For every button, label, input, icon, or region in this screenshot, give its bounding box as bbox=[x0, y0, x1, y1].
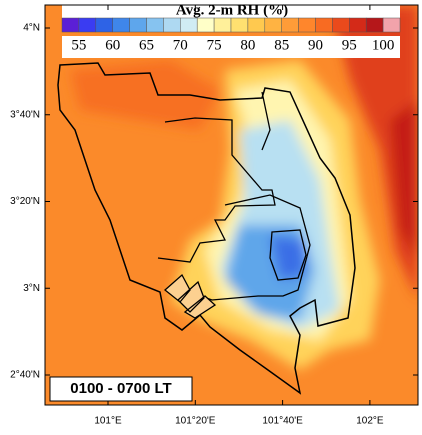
colorbar-tick-label: 100 bbox=[372, 37, 395, 53]
colorbar-tick-label: 70 bbox=[173, 37, 188, 53]
colorbar-title: Avg. 2-m RH (%) bbox=[176, 2, 288, 18]
colorbar-tick-label: 80 bbox=[240, 37, 255, 53]
colorbar-box bbox=[264, 17, 282, 33]
rh-field bbox=[45, 5, 418, 405]
axes: 4°N 3°40'N 3°20'N 3°N 2°40'N 101°E 101°20'E 101… bbox=[10, 5, 418, 427]
lon-label: 101°E bbox=[94, 416, 122, 427]
colorbar-box bbox=[146, 17, 164, 33]
colorbar-tick-label: 90 bbox=[308, 37, 323, 53]
colorbar-box bbox=[112, 17, 130, 33]
colorbar-box bbox=[61, 17, 80, 33]
period-box bbox=[49, 376, 193, 402]
lat-label: 4°N bbox=[23, 23, 40, 34]
colorbar-tick-label: 75 bbox=[207, 37, 222, 53]
lat-label: 2°40'N bbox=[10, 370, 40, 381]
colorbar-title-background bbox=[62, 5, 400, 18]
colorbar-tick-label: 55 bbox=[71, 37, 86, 53]
colorbar-box bbox=[213, 17, 232, 33]
colorbar-box bbox=[281, 17, 299, 33]
colorbar-box bbox=[78, 17, 97, 33]
lon-label: 101°40'E bbox=[262, 416, 303, 427]
colorbar-box bbox=[230, 17, 249, 33]
colorbar-box bbox=[315, 17, 333, 33]
colorbar-box bbox=[382, 17, 401, 33]
lat-label: 3°20'N bbox=[10, 196, 40, 207]
colorbar-box bbox=[332, 17, 350, 33]
colorbar-box bbox=[365, 17, 384, 33]
colorbar-background bbox=[62, 36, 400, 58]
lat-label: 3°N bbox=[23, 283, 40, 294]
colorbar-tick-label: 95 bbox=[342, 37, 357, 53]
colorbar-tick-label: 85 bbox=[274, 37, 289, 53]
colorbar-box bbox=[129, 17, 147, 33]
lon-label: 102°E bbox=[356, 416, 384, 427]
colorbar-tick-label: 65 bbox=[139, 37, 154, 53]
colorbar-box bbox=[180, 17, 198, 33]
lat-label: 3°40'N bbox=[10, 109, 40, 120]
map-frame bbox=[44, 4, 419, 406]
colorbar: 55 60 65 70 75 80 85 90 95 100 bbox=[61, 17, 401, 53]
colorbar-box bbox=[349, 17, 367, 33]
colorbar-box bbox=[298, 17, 316, 33]
colorbar-tick-label: 60 bbox=[105, 37, 120, 53]
colorbar-box bbox=[247, 17, 266, 33]
period-label: 0100 - 0700 LT bbox=[70, 380, 171, 397]
lon-label: 101°20'E bbox=[175, 416, 216, 427]
colorbar-box bbox=[196, 17, 215, 33]
colorbar-box bbox=[95, 17, 113, 33]
colorbar-box bbox=[163, 17, 181, 33]
